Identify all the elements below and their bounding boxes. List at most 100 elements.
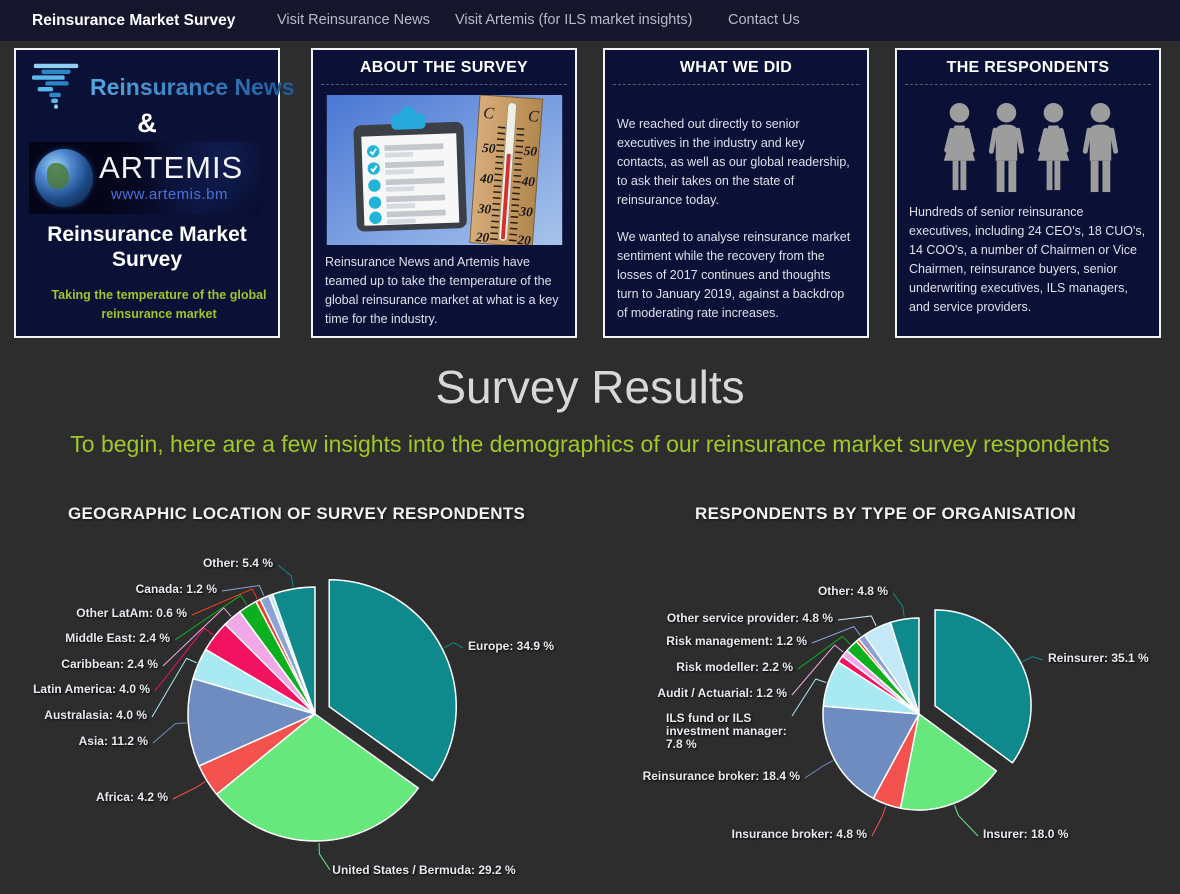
pie-label-line	[811, 626, 861, 644]
what-card-paragraph-2: We wanted to analyse reinsurance market …	[617, 230, 851, 320]
reinsurance-news-logo: Reinsurance News	[28, 62, 295, 114]
chart-title: RESPONDENTS BY TYPE OF ORGANISATION	[695, 504, 1077, 523]
svg-text:C: C	[527, 108, 539, 126]
pie-slice-insurer[interactable]	[899, 713, 998, 811]
pie-chart-organisation-type: RESPONDENTS BY TYPE OF ORGANISATION Rein…	[640, 504, 1180, 894]
pie-label: Caribbean: 2.4 %	[61, 657, 158, 671]
pie-svg	[791, 592, 1044, 837]
svg-text:30: 30	[518, 204, 534, 220]
pie-slice-other[interactable]	[889, 617, 920, 715]
svg-text:50: 50	[481, 140, 496, 156]
pie-slice-reinsurance-broker[interactable]	[822, 705, 920, 800]
clipboard-icon	[353, 106, 467, 232]
pie-label: Australasia: 4.0 %	[44, 708, 147, 722]
nav-item-artemis[interactable]: Visit Artemis (for ILS market insights)	[455, 12, 693, 28]
svg-text:50: 50	[523, 143, 538, 159]
respondents-card-title: THE RESPONDENTS	[946, 59, 1110, 76]
pie-slice-europe[interactable]	[328, 578, 457, 782]
pie-label: Other LatAm: 0.6 %	[76, 606, 187, 620]
pie-chart-geographic-location: GEOGRAPHIC LOCATION OF SURVEY RESPONDENT…	[33, 504, 600, 894]
artemis-wordmark: ARTEMIS	[99, 150, 244, 185]
pie-label: Europe: 34.9 %	[468, 639, 555, 653]
respondents-people-icon	[943, 102, 1119, 193]
pie-label-line	[443, 642, 464, 649]
pie-label-line	[954, 805, 979, 837]
pie-label-line	[797, 635, 851, 670]
divider	[321, 84, 567, 85]
svg-text:40: 40	[478, 170, 494, 186]
what-card-title: WHAT WE DID	[679, 59, 793, 76]
artemis-globe-icon	[35, 149, 93, 207]
svg-text:30: 30	[476, 201, 492, 217]
reinsurance-news-wordmark: Reinsurance News	[90, 74, 295, 100]
pie-label: Africa: 4.2 %	[95, 790, 168, 804]
pie-label-line	[837, 615, 877, 627]
nav-item-reinsurance-news[interactable]: Visit Reinsurance News	[277, 12, 430, 28]
pie-label: Reinsurance broker: 18.4 %	[642, 769, 800, 783]
svg-text:40: 40	[520, 173, 536, 189]
pie-label: Middle East: 2.4 %	[65, 631, 170, 645]
pie-label: Other: 4.8 %	[817, 584, 888, 598]
intro-card-title: Reinsurance Market Survey	[47, 223, 247, 271]
pie-slice-other[interactable]	[271, 586, 316, 715]
pie-label-line	[172, 781, 206, 800]
ampersand: &	[137, 108, 157, 138]
pie-label: Latin America: 4.0 %	[33, 682, 150, 696]
pie-label: Risk modeller: 2.2 %	[676, 660, 793, 674]
pie-slice-united-states-bermuda[interactable]	[215, 713, 419, 842]
about-card-title: ABOUT THE SURVEY	[359, 59, 529, 76]
pie-label-line	[152, 722, 187, 744]
pie-label-line	[277, 564, 294, 587]
top-nav: Reinsurance Market Survey Visit Reinsura…	[0, 0, 1180, 41]
pie-label-line	[154, 627, 214, 692]
svg-text:20: 20	[474, 229, 490, 245]
pie-label-line	[791, 644, 844, 696]
pie-label: United States / Bermuda: 29.2 %	[332, 863, 516, 877]
pie-label-line	[871, 806, 887, 837]
pie-slice-reinsurer[interactable]	[934, 609, 1032, 764]
card-respondents: THE RESPONDENTS	[895, 48, 1161, 338]
nav-item-contact[interactable]: Contact Us	[728, 12, 800, 28]
divider	[613, 84, 859, 85]
results-title: Survey Results	[435, 361, 745, 413]
card-what: WHAT WE DID We reached out directly to s…	[603, 48, 869, 338]
card-intro: Reinsurance News & ARTEMIS www.artemis.b…	[14, 48, 295, 338]
pie-label: Audit / Actuarial: 1.2 %	[657, 686, 787, 700]
pie-label: Asia: 11.2 %	[78, 734, 148, 748]
pie-label-line	[174, 594, 247, 641]
pie-label: Insurer: 18.0 %	[983, 827, 1069, 841]
svg-text:20: 20	[516, 232, 532, 245]
intro-card-subtitle: Taking the temperature of the global rei…	[51, 288, 267, 321]
pie-label-line	[191, 588, 258, 616]
pie-label: Reinsurer: 35.1 %	[1048, 651, 1149, 665]
thermometer-icon: C C 50 50 40 40 30 30 20 20	[468, 95, 543, 245]
pie-slice-asia[interactable]	[187, 677, 316, 767]
pie-label-line	[1022, 656, 1044, 663]
pie-label-line	[791, 678, 827, 717]
results-subtitle: To begin, here are a few insights into t…	[70, 431, 1110, 457]
what-card-paragraph-1: We reached out directly to senior execut…	[617, 117, 850, 207]
chart-title: GEOGRAPHIC LOCATION OF SURVEY RESPONDENT…	[68, 504, 526, 523]
respondents-card-body: Hundreds of senior reinsurance executive…	[909, 205, 1146, 314]
about-card-body: Reinsurance News and Artemis have teamed…	[325, 255, 559, 326]
funnel-icon	[31, 63, 79, 109]
pie-label-line	[151, 657, 197, 718]
pie-label: Insurance broker: 4.8 %	[731, 827, 867, 841]
pie-label-line	[318, 842, 331, 871]
pie-label-line	[221, 584, 265, 596]
pie-label-line	[804, 760, 834, 779]
nav-brand[interactable]: Reinsurance Market Survey	[32, 12, 236, 29]
pie-label: Canada: 1.2 %	[135, 582, 217, 596]
pie-label: ILS fund or ILS investment manager: 7.8 …	[666, 711, 787, 751]
pie-label-line	[892, 592, 905, 618]
survey-thermometer-image: C C 50 50 40 40 30 30 20 20	[326, 95, 562, 245]
pie-label: Risk management: 1.2 %	[666, 634, 807, 648]
pie-label: Other: 5.4 %	[202, 556, 273, 570]
svg-text:C: C	[482, 105, 494, 123]
artemis-logo: ARTEMIS www.artemis.bm	[29, 142, 261, 214]
pie-label-line	[162, 607, 232, 667]
pie-label: Other service provider: 4.8 %	[666, 611, 833, 625]
card-about: ABOUT THE SURVEY	[311, 48, 577, 338]
artemis-url: www.artemis.bm	[111, 186, 229, 203]
